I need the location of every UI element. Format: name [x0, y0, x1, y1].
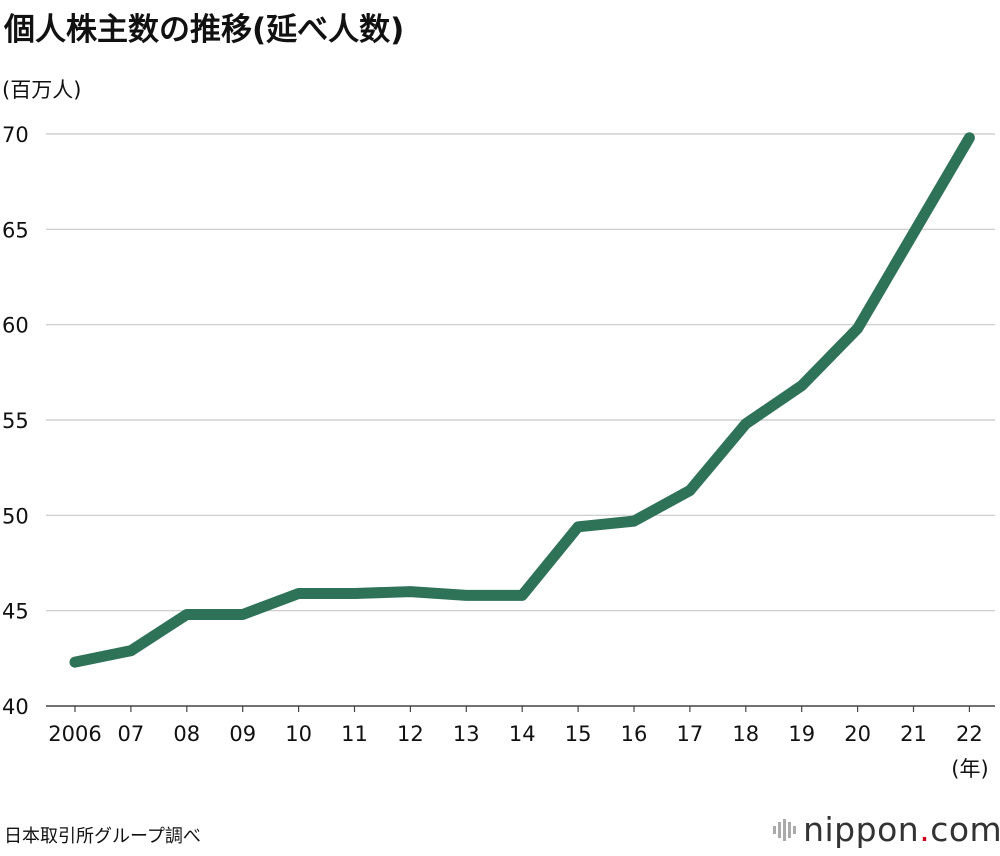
data-series [69, 132, 975, 668]
nippon-com-logo: nippon.com [772, 810, 1000, 850]
x-axis-unit-label: (年) [951, 757, 988, 781]
grid-lines [46, 133, 995, 712]
x-tick-label: 16 [621, 722, 648, 746]
x-tick-label: 14 [509, 722, 536, 746]
x-tick-label: 21 [900, 722, 927, 746]
x-tick-label: 08 [173, 722, 200, 746]
y-axis-unit-label: (百万人) [2, 78, 82, 102]
brand-suffix: com [930, 810, 1000, 849]
y-tick-label: 55 [2, 409, 29, 433]
brand-prefix: nippon [803, 810, 920, 849]
x-tick-labels: 2006 07 08 09 10 11 12 13 14 15 16 17 18 19 20 21 22 [48, 722, 982, 746]
y-tick-label: 70 [2, 123, 29, 147]
y-tick-label: 45 [2, 600, 29, 624]
x-tick-label: 09 [229, 722, 256, 746]
brand-text: nippon.com [803, 810, 1000, 849]
x-tick-label: 12 [397, 722, 424, 746]
x-tick-label: 19 [788, 722, 815, 746]
y-tick-label: 40 [2, 695, 29, 719]
series-line [69, 132, 975, 668]
y-tick-labels: 40 45 50 55 60 65 70 [2, 123, 29, 719]
brand-bars-icon [773, 818, 796, 841]
x-tick-label: 07 [118, 722, 145, 746]
brand-dot: . [919, 810, 931, 849]
x-tick-label: 20 [844, 722, 871, 746]
x-tick-label: 2006 [48, 722, 101, 746]
x-tick-label: 10 [285, 722, 312, 746]
line-chart: 40 45 50 55 60 65 70 2006 07 08 09 10 11 12 13 14 15 16 1… [2, 123, 995, 781]
x-tick-label: 18 [732, 722, 759, 746]
x-tick-label: 13 [453, 722, 480, 746]
x-tick-label: 11 [341, 722, 368, 746]
y-tick-label: 60 [2, 314, 29, 338]
chart-title: 個人株主数の推移(延べ人数) [4, 12, 405, 48]
x-tick-label: 22 [956, 722, 983, 746]
source-note: 日本取引所グループ調べ [4, 826, 201, 847]
x-tick-label: 15 [565, 722, 592, 746]
x-tick-label: 17 [677, 722, 704, 746]
y-tick-label: 65 [2, 218, 29, 242]
y-tick-label: 50 [2, 504, 29, 528]
